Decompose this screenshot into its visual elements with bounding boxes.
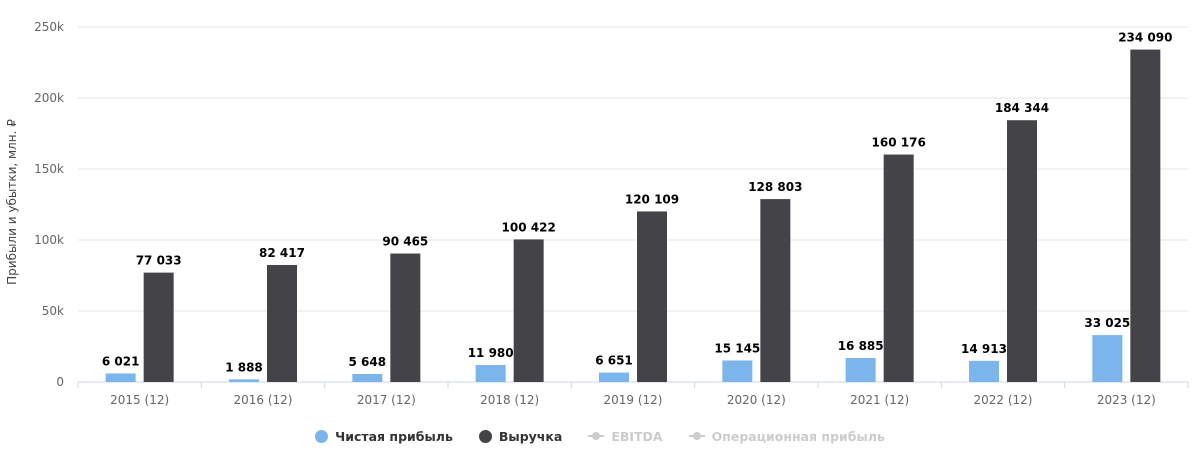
data-label: 15 145 bbox=[714, 341, 760, 355]
bar-net-profit[interactable] bbox=[105, 373, 136, 382]
grid-lines bbox=[78, 26, 1188, 383]
bar-revenue[interactable] bbox=[390, 253, 421, 382]
y-tick-label: 100k bbox=[34, 233, 64, 247]
bar-revenue[interactable] bbox=[883, 154, 914, 382]
data-labels: 6 021 77 033 1 888 82 417 5 648 90 465 11 980 1… bbox=[102, 31, 1173, 375]
bar-net-profit[interactable] bbox=[969, 360, 999, 382]
legend-item-revenue[interactable]: Выручка bbox=[478, 428, 563, 444]
data-label: 100 422 bbox=[502, 220, 556, 234]
data-label: 184 344 bbox=[995, 101, 1049, 115]
bar-revenue[interactable] bbox=[637, 211, 667, 382]
bar-revenue[interactable] bbox=[1130, 49, 1161, 383]
x-tick-label: 2021 (12) bbox=[850, 393, 909, 407]
x-tick-label: 2020 (12) bbox=[727, 393, 786, 407]
legend-item-operating-profit[interactable]: Операционная прибыль bbox=[688, 428, 885, 444]
data-label: 160 176 bbox=[872, 136, 926, 150]
data-label: 5 648 bbox=[349, 355, 387, 369]
legend-label: EBITDA bbox=[611, 428, 663, 444]
data-label: 33 025 bbox=[1084, 316, 1130, 330]
data-label: 90 465 bbox=[382, 235, 428, 249]
y-tick-label: 150k bbox=[34, 162, 64, 176]
y-axis-ticks: 0 50k 100k 150k 200k 250k bbox=[34, 20, 64, 389]
y-tick-label: 0 bbox=[56, 375, 64, 389]
bar-revenue[interactable] bbox=[1007, 120, 1037, 383]
legend-label: Операционная прибыль bbox=[711, 428, 885, 444]
x-tick-label: 2017 (12) bbox=[357, 393, 416, 407]
legend-item-net-profit[interactable]: Чистая прибыль bbox=[315, 429, 453, 444]
data-label: 6 021 bbox=[102, 354, 140, 368]
x-tick-label: 2019 (12) bbox=[604, 393, 663, 407]
bars bbox=[105, 49, 1161, 383]
x-tick-label: 2016 (12) bbox=[234, 393, 293, 407]
data-label: 14 913 bbox=[961, 342, 1007, 356]
y-tick-label: 200k bbox=[34, 91, 64, 105]
circle-dot-icon bbox=[478, 429, 492, 443]
legend-label: Выручка bbox=[498, 428, 563, 444]
data-label: 6 651 bbox=[595, 354, 633, 368]
legend-label: Чистая прибыль bbox=[335, 428, 453, 444]
data-label: 128 803 bbox=[748, 180, 802, 194]
bar-net-profit[interactable] bbox=[599, 372, 629, 382]
chart-legend: Чистая прибыль Выручка EBITDA Операционн… bbox=[0, 425, 1200, 447]
x-tick-label: 2023 (12) bbox=[1097, 393, 1156, 407]
data-label: 1 888 bbox=[225, 360, 263, 374]
line-marker-icon bbox=[588, 431, 605, 441]
bar-net-profit[interactable] bbox=[1092, 335, 1123, 382]
y-axis-title: Прибыли и убытки, млн. ₽ bbox=[5, 119, 19, 285]
data-label: 16 885 bbox=[838, 339, 884, 353]
data-label: 120 109 bbox=[625, 192, 679, 206]
bar-net-profit[interactable] bbox=[475, 364, 506, 382]
x-tick-label: 2022 (12) bbox=[974, 393, 1033, 407]
data-label: 82 417 bbox=[259, 246, 305, 260]
legend-item-ebitda[interactable]: EBITDA bbox=[588, 428, 663, 444]
bar-net-profit[interactable] bbox=[229, 379, 259, 382]
bar-revenue[interactable] bbox=[760, 199, 791, 382]
x-tick-label: 2018 (12) bbox=[480, 393, 539, 407]
x-axis-ticks: 2015 (12) 2016 (12) 2017 (12) 2018 (12) 2019… bbox=[77, 382, 1189, 407]
circle-dot-icon bbox=[315, 429, 329, 443]
y-tick-label: 250k bbox=[34, 20, 64, 34]
bar-net-profit[interactable] bbox=[352, 373, 383, 382]
bar-revenue[interactable] bbox=[143, 272, 174, 382]
data-label: 77 033 bbox=[136, 254, 182, 268]
bar-revenue[interactable] bbox=[267, 264, 297, 382]
line-marker-icon bbox=[688, 431, 705, 441]
bar-net-profit[interactable] bbox=[722, 360, 753, 382]
data-label: 234 090 bbox=[1118, 31, 1172, 45]
data-label: 11 980 bbox=[468, 346, 514, 360]
bar-net-profit[interactable] bbox=[845, 358, 876, 382]
y-tick-label: 50k bbox=[42, 304, 64, 318]
x-tick-label: 2015 (12) bbox=[110, 393, 169, 407]
bar-revenue[interactable] bbox=[513, 239, 544, 382]
